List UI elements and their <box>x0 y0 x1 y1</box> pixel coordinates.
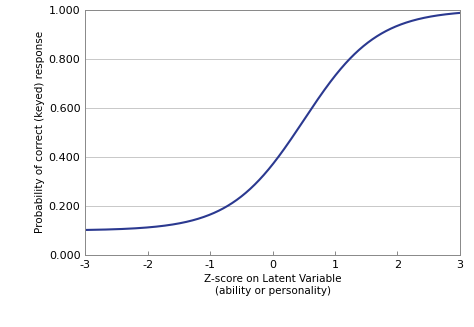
Y-axis label: Probability of correct (keyed) response: Probability of correct (keyed) response <box>35 31 45 233</box>
X-axis label: Z-score on Latent Variable
(ability or personality): Z-score on Latent Variable (ability or p… <box>204 274 341 296</box>
